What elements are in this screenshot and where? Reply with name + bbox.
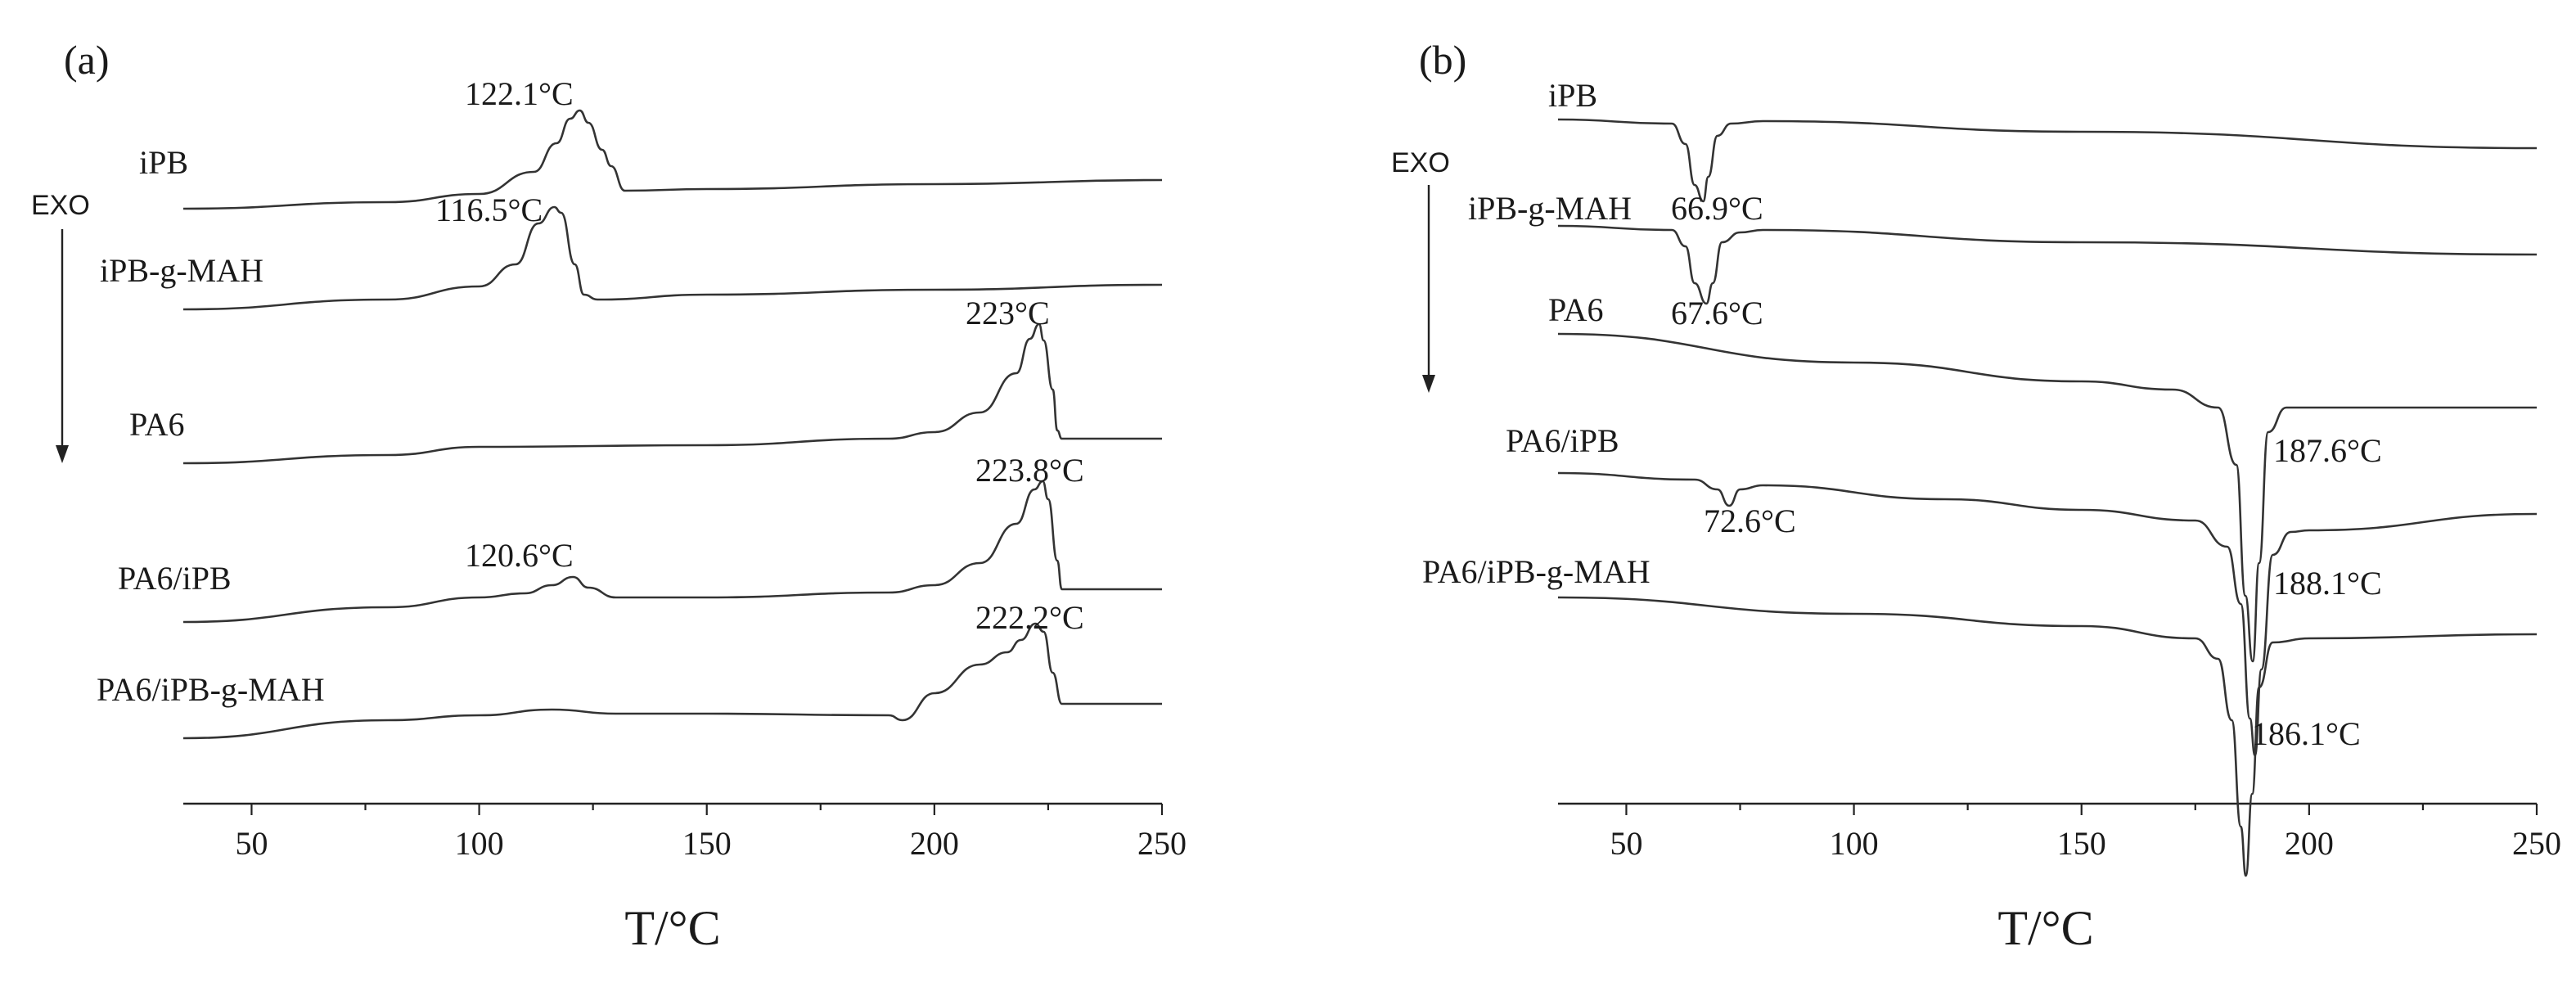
- panel-b-curves: [1557, 118, 2538, 877]
- panel-b-annot-pa6-ipb-peak: 188.1°C: [2273, 565, 2382, 602]
- panel-a-annot-pa6-ipb-g-mah-peak: 222.2°C: [975, 599, 1084, 636]
- panel-b-curve-pa6-ipb-g-mah: [1557, 596, 2538, 877]
- panel-b-curve-pa6: [1557, 332, 2537, 663]
- panel-a-annot-pa6-peak: 223°C: [966, 295, 1050, 331]
- panel-a-ticks: 50 100 150 200 250: [235, 804, 1187, 862]
- panel-a-annot-pa6-ipb-low-peak: 120.6°C: [465, 537, 574, 574]
- panel-a-curve-pa6-ipb: [182, 480, 1162, 624]
- panel-a-exo-arrowhead: [56, 445, 69, 463]
- panel-a-tick-label-250: 250: [1137, 825, 1187, 862]
- panel-a-tick-label-200: 200: [910, 825, 959, 862]
- panel-b-annot-pa6-peak: 187.6°C: [2273, 432, 2382, 469]
- panel-a-label-pa6-ipb: PA6/iPB: [118, 560, 232, 597]
- panel-a-label-pa6-ipb-g-mah: PA6/iPB-g-MAH: [97, 671, 325, 708]
- panel-a-x-label: T/°C: [624, 901, 720, 955]
- panel-a-label-ipb-g-mah: iPB-g-MAH: [100, 252, 263, 289]
- panel-b-tick-label-50: 50: [1610, 825, 1642, 862]
- panel-b-exo-arrowhead: [1422, 375, 1435, 393]
- panel-b-tick-label-200: 200: [2285, 825, 2334, 862]
- panel-a-exo-label: EXO: [31, 190, 90, 221]
- panel-b-annot-ipb-g-mah-peak: 67.6°C: [1671, 295, 1763, 331]
- panel-b-label-ipb-g-mah: iPB-g-MAH: [1468, 190, 1632, 227]
- panel-a: (a) EXO 50 100 150 200 250 T/°C iPB iPB-g-MA…: [31, 37, 1187, 955]
- panel-b-x-label: T/°C: [1997, 901, 2093, 955]
- panel-a-label-pa6: PA6: [129, 406, 184, 443]
- panel-b-curve-pa6-ipb: [1557, 471, 2538, 757]
- panel-b-curve-ipb: [1557, 118, 2538, 203]
- panel-b-tick-label-150: 150: [2057, 825, 2106, 862]
- panel-b-annot-ipb-peak: 66.9°C: [1671, 190, 1763, 227]
- panel-a-tick-label-150: 150: [682, 825, 732, 862]
- panel-a-curve-ipb-g-mah: [182, 205, 1163, 311]
- panel-b-exo-label: EXO: [1391, 147, 1450, 178]
- panel-b-label-pa6: PA6: [1548, 291, 1603, 328]
- panel-b-label-pa6-ipb-g-mah: PA6/iPB-g-MAH: [1422, 553, 1651, 590]
- panel-a-annot-ipb-peak: 122.1°C: [465, 75, 574, 112]
- panel-a-annot-pa6-ipb-peak: 223.8°C: [975, 452, 1084, 489]
- panel-b-label-pa6-ipb: PA6/iPB: [1506, 422, 1619, 459]
- panel-b-tag: (b): [1419, 37, 1466, 83]
- panel-b: (b) EXO 50 100 150 200 250 T/°C iPB iPB-g-MA…: [1391, 37, 2561, 955]
- panel-a-annot-ipb-g-mah-peak: 116.5°C: [435, 192, 543, 228]
- panel-a-curves: [182, 109, 1163, 740]
- panel-a-curve-ipb: [182, 109, 1163, 210]
- panel-a-label-ipb: iPB: [139, 144, 188, 181]
- panel-a-tick-label-100: 100: [455, 825, 504, 862]
- panel-a-tick-label-50: 50: [235, 825, 268, 862]
- panel-a-curve-pa6-ipb-g-mah: [182, 622, 1162, 740]
- panel-b-annot-pa6-ipb-low-peak: 72.6°C: [1704, 503, 1796, 539]
- panel-b-tick-label-250: 250: [2512, 825, 2561, 862]
- panel-a-tag: (a): [64, 37, 110, 83]
- panel-b-label-ipb: iPB: [1548, 77, 1597, 114]
- panel-b-ticks: 50 100 150 200 250: [1610, 804, 2561, 862]
- panel-a-curve-pa6: [182, 322, 1162, 465]
- panel-b-tick-label-100: 100: [1830, 825, 1879, 862]
- panel-b-annot-pa6-ipb-g-mah-peak: 186.1°C: [2252, 715, 2361, 752]
- panel-b-curve-ipb-g-mah: [1557, 224, 2538, 305]
